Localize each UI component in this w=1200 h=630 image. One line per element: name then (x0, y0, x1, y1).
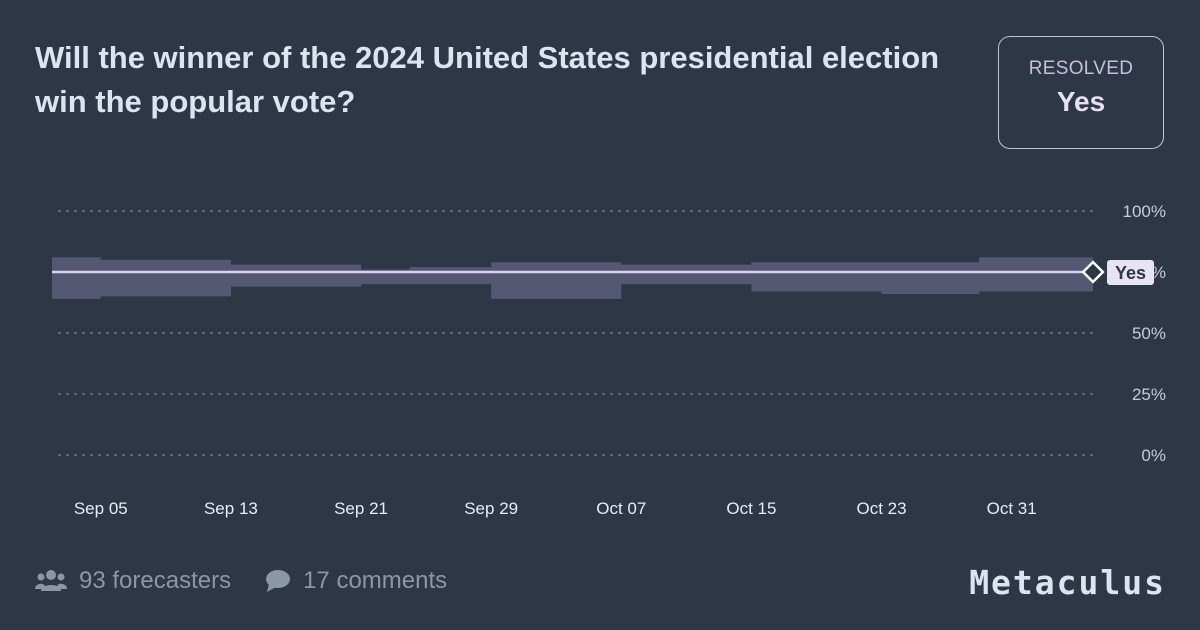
people-icon (35, 570, 67, 591)
y-tick-label: 25% (1132, 385, 1166, 404)
question-stats: 93 forecasters 17 comments (35, 566, 447, 596)
x-tick-label: Oct 15 (726, 499, 776, 518)
x-tick-label: Sep 13 (204, 499, 258, 518)
y-tick-label: 50% (1132, 324, 1166, 343)
comments-count: 17 comments (303, 567, 448, 594)
comment-icon (266, 570, 291, 592)
metaculus-logo[interactable]: Metaculus (969, 563, 1166, 602)
resolution-label: Yes (1115, 263, 1146, 283)
status-value: Yes (1056, 86, 1106, 117)
x-tick-label: Oct 23 (857, 499, 907, 518)
y-tick-label: 100% (1123, 202, 1166, 221)
resolution-marker (1081, 260, 1105, 284)
question-title: Will the winner of the 2024 United State… (35, 40, 940, 119)
x-tick-label: Oct 07 (596, 499, 646, 518)
x-tick-label: Sep 29 (464, 499, 518, 518)
confidence-band (52, 257, 1093, 299)
resolution-label-bg (1107, 260, 1154, 285)
resolution-status-badge: RESOLVED Yes (998, 36, 1164, 149)
comments-stat[interactable]: 17 comments (265, 567, 447, 595)
forecasters-stat: 93 forecasters (35, 567, 231, 595)
status-label: RESOLVED (1028, 58, 1134, 79)
x-tick-label: Sep 05 (74, 499, 128, 518)
x-tick-label: Oct 31 (987, 499, 1037, 518)
forecasters-count: 93 forecasters (79, 567, 232, 594)
x-tick-label: Sep 21 (334, 499, 388, 518)
y-tick-label: 0% (1141, 446, 1166, 465)
